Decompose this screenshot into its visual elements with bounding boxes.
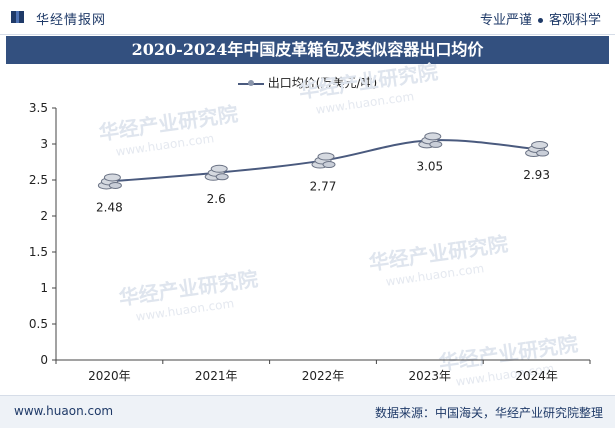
y-tick-label: 1 bbox=[40, 281, 48, 295]
watermark-layer: 华经产业研究院www.huaon.com华经产业研究院www.huaon.com… bbox=[97, 60, 579, 389]
x-tick-label: 2023年 bbox=[409, 369, 452, 383]
y-tick-label: 2 bbox=[40, 209, 48, 223]
footer-url: www.huaon.com bbox=[14, 404, 114, 418]
coin-stack-icon bbox=[97, 173, 122, 190]
tagline-right: 客观科学 bbox=[548, 13, 601, 28]
chart-legend: 出口均价(万美元/吨) bbox=[0, 74, 615, 91]
coin-stack-icon bbox=[525, 141, 550, 158]
coin-stack-icon bbox=[311, 152, 336, 169]
coin bbox=[531, 141, 549, 150]
legend-line-icon bbox=[237, 79, 264, 86]
tagline-dot bbox=[537, 18, 543, 23]
brand-logo-icon bbox=[11, 11, 24, 23]
x-tick-label: 2022年 bbox=[302, 369, 345, 383]
y-tick-label: 3.5 bbox=[29, 101, 48, 115]
coin bbox=[210, 164, 228, 173]
y-tick-label: 3 bbox=[40, 137, 48, 151]
footer-bar: www.huaon.com 数据来源：中国海关，华经产业研究院整理 bbox=[0, 395, 615, 428]
header-bar: 华经情报网 专业严谨 客观科学 bbox=[0, 0, 615, 35]
data-label: 2.77 bbox=[310, 180, 337, 194]
coin bbox=[424, 132, 442, 141]
x-tick-label: 2021年 bbox=[195, 369, 238, 383]
chart-title-bar: 2020-2024年中国皮革箱包及类似容器出口均价 bbox=[6, 36, 609, 64]
line-chart: 华经产业研究院www.huaon.com华经产业研究院www.huaon.com… bbox=[29, 60, 591, 389]
coin bbox=[215, 173, 229, 181]
data-label: 2.93 bbox=[523, 168, 550, 182]
chart-title: 2020-2024年中国皮革箱包及类似容器出口均价 bbox=[131, 40, 484, 59]
coin bbox=[429, 140, 443, 148]
data-label: 3.05 bbox=[416, 159, 443, 173]
y-tick-label: 2.5 bbox=[29, 173, 48, 187]
y-tick-label: 0.5 bbox=[29, 317, 48, 331]
x-tick-label: 2020年 bbox=[88, 369, 131, 383]
data-label: 2.48 bbox=[96, 200, 123, 214]
brand-name: 华经情报网 bbox=[36, 13, 107, 28]
data-source: 数据来源：中国海关，华经产业研究院整理 bbox=[374, 406, 603, 420]
coin-stack-icon bbox=[204, 164, 229, 181]
coin bbox=[108, 181, 122, 189]
coin-stack-icon bbox=[418, 132, 443, 149]
y-tick-label: 0 bbox=[40, 353, 48, 367]
tagline-left: 专业严谨 bbox=[479, 13, 532, 28]
data-label: 2.6 bbox=[207, 192, 226, 206]
legend-label: 出口均价(万美元/吨) bbox=[267, 76, 378, 90]
coin bbox=[103, 173, 121, 182]
y-tick-label: 1.5 bbox=[29, 245, 48, 259]
coin bbox=[317, 152, 335, 161]
chart-axes: 0 0.5 1 1.5 2 2.5 3 3.5 2020年 2021年 2022年 2023年 2024… bbox=[29, 101, 591, 383]
chart-series: 2.48 2.6 2.77 3.05 2.93 bbox=[96, 132, 550, 214]
coin bbox=[536, 149, 550, 157]
coin bbox=[322, 161, 336, 169]
x-tick-label: 2024年 bbox=[515, 369, 558, 383]
header-tagline: 专业严谨 客观科学 bbox=[480, 9, 601, 28]
